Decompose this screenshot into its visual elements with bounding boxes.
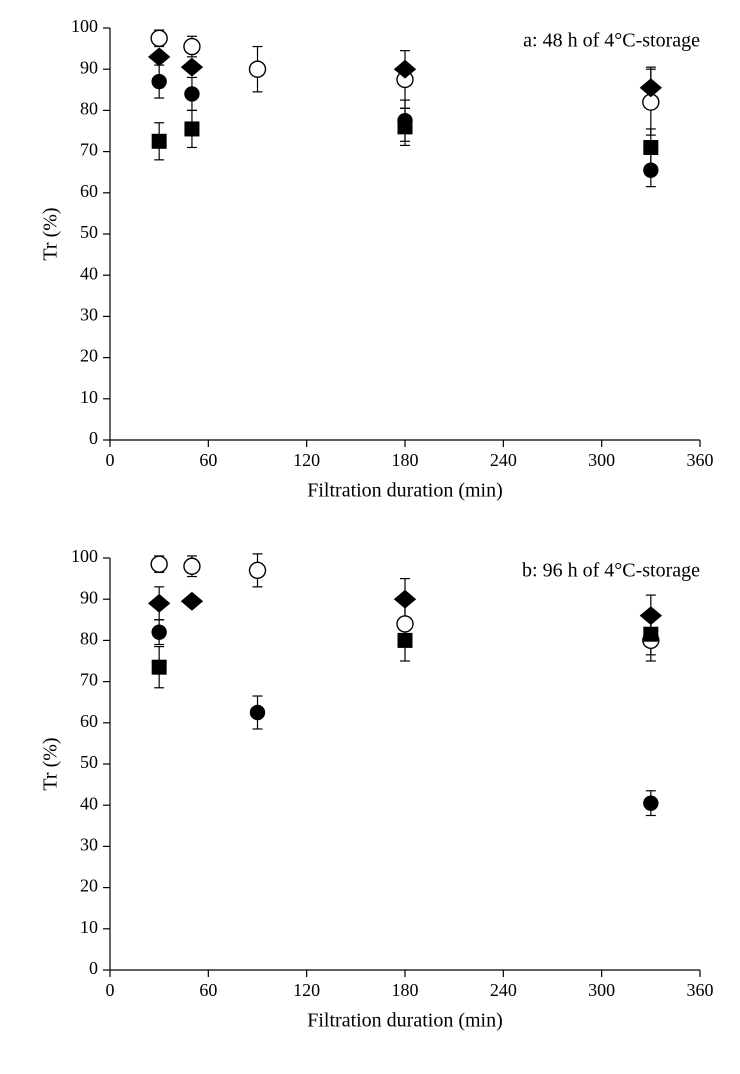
x-tick-label: 360 [687, 450, 714, 470]
data-point [250, 61, 266, 77]
data-point [151, 556, 167, 572]
x-tick-label: 0 [106, 980, 115, 1000]
data-point [152, 75, 166, 89]
data-point [149, 48, 170, 66]
x-axis-title: Filtration duration (min) [307, 1010, 503, 1032]
y-tick-label: 60 [80, 711, 98, 731]
data-point [184, 39, 200, 55]
chart-panel-b: 0 10 20 30 40 50 60 70 80 90 100 0 60 120 180 240 300 360… [20, 540, 720, 1040]
data-point [182, 592, 203, 610]
figure-page: 0102030405060708090100060120180240300360… [0, 0, 740, 1074]
y-axis-title: Tr (%) [40, 207, 62, 260]
y-tick-label: 80 [80, 629, 98, 649]
panel-title: a: 48 h of 4°C-storage [523, 30, 700, 52]
data-point [644, 163, 658, 177]
x-tick-label: 180 [392, 450, 419, 470]
y-tick-label: 30 [80, 835, 98, 855]
data-point [397, 616, 413, 632]
x-tick-label: 240 [490, 980, 517, 1000]
data-point [644, 627, 658, 641]
y-tick-label: 20 [80, 346, 98, 366]
y-tick-label: 80 [80, 99, 98, 119]
data-point [644, 796, 658, 810]
y-tick-label: 10 [80, 917, 98, 937]
y-tick-label: 0 [89, 958, 98, 978]
chart-panel-a: 0 10 20 30 40 50 60 70 80 90 100 0 60 120 180 240 300 360… [20, 10, 720, 510]
data-point [152, 660, 166, 674]
data-point [184, 558, 200, 574]
x-tick-label: 360 [687, 980, 714, 1000]
data-point [152, 134, 166, 148]
y-tick-label: 100 [71, 546, 98, 566]
y-tick-label: 90 [80, 57, 98, 77]
x-tick-label: 300 [588, 450, 615, 470]
data-point [398, 120, 412, 134]
y-axis-title: Tr (%) [40, 737, 62, 790]
panel-title: b: 96 h of 4°C-storage [522, 560, 700, 582]
y-tick-label: 10 [80, 387, 98, 407]
x-tick-label: 120 [293, 980, 320, 1000]
data-point [395, 590, 416, 608]
y-tick-label: 40 [80, 793, 98, 813]
x-tick-label: 120 [293, 450, 320, 470]
data-point [250, 562, 266, 578]
y-tick-label: 50 [80, 752, 98, 772]
data-point [149, 595, 170, 613]
x-tick-label: 60 [199, 980, 217, 1000]
y-tick-label: 70 [80, 670, 98, 690]
x-tick-label: 240 [490, 450, 517, 470]
data-point [185, 122, 199, 136]
data-point [640, 607, 661, 625]
data-point [398, 633, 412, 647]
x-tick-label: 0 [106, 450, 115, 470]
y-tick-label: 50 [80, 222, 98, 242]
x-axis-title: Filtration duration (min) [307, 480, 503, 502]
y-tick-label: 70 [80, 140, 98, 160]
data-point [644, 140, 658, 154]
y-tick-label: 60 [80, 181, 98, 201]
y-tick-label: 100 [71, 16, 98, 36]
y-tick-label: 30 [80, 305, 98, 325]
data-point [185, 87, 199, 101]
data-point [640, 79, 661, 97]
data-point [182, 58, 203, 76]
data-point [251, 706, 265, 720]
x-tick-label: 180 [392, 980, 419, 1000]
y-tick-label: 20 [80, 876, 98, 896]
x-tick-label: 300 [588, 980, 615, 1000]
data-point [151, 30, 167, 46]
y-tick-label: 40 [80, 263, 98, 283]
x-tick-label: 60 [199, 450, 217, 470]
y-tick-label: 90 [80, 587, 98, 607]
data-point [152, 625, 166, 639]
y-tick-label: 0 [89, 428, 98, 448]
